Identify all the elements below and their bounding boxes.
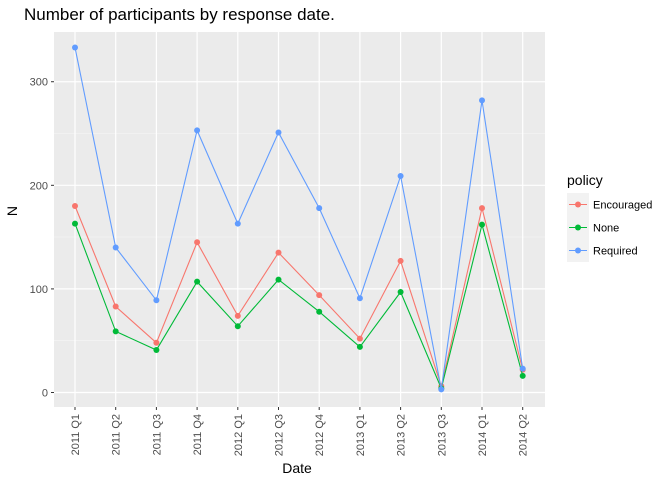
x-tick-label: 2013 Q2	[396, 414, 408, 456]
series-line	[74, 205, 524, 389]
y-axis-title: N	[4, 206, 20, 216]
legend-key-point	[575, 224, 581, 231]
data-point	[72, 203, 78, 210]
data-point	[194, 127, 201, 134]
data-point	[72, 220, 78, 227]
data-point	[356, 295, 363, 302]
legend-item-none: None	[567, 216, 619, 239]
x-tick-label: 2014 Q1	[477, 414, 489, 456]
legend-label: Encouraged	[593, 200, 652, 212]
x-axis-title: Date	[282, 460, 312, 476]
y-tick-label: 200	[30, 180, 48, 192]
data-point	[72, 44, 78, 51]
data-point	[275, 276, 282, 283]
legend-label: Required	[593, 246, 638, 258]
x-tick-label: 2011 Q4	[192, 414, 204, 455]
data-point	[397, 172, 404, 179]
data-point	[153, 347, 160, 354]
y-tick-label: 300	[30, 77, 48, 89]
plot-panel	[54, 32, 545, 407]
y-tick-label: 100	[30, 284, 48, 296]
data-point	[275, 129, 282, 136]
major-gridlines	[54, 32, 545, 407]
data-point	[153, 339, 160, 346]
data-point	[234, 312, 241, 319]
data-point	[194, 278, 201, 285]
x-axis: 2011 Q1 2011 Q2 2011 Q3 2011 Q4 2012 Q1 2012 …	[70, 407, 530, 456]
legend-item-required: Required	[567, 239, 638, 262]
series-layer	[72, 44, 526, 393]
data-point	[356, 335, 363, 342]
legend-key-point	[575, 201, 581, 208]
series-line	[74, 47, 524, 390]
data-point	[316, 205, 323, 212]
data-point	[275, 249, 282, 256]
data-point	[112, 244, 119, 251]
x-tick-label: 2012 Q3	[274, 414, 286, 456]
data-point	[479, 221, 485, 228]
data-point	[153, 297, 160, 304]
y-axis: 0 100 200 300	[30, 77, 54, 399]
x-tick-label: 2011 Q3	[151, 414, 163, 455]
legend-title: policy	[567, 172, 603, 188]
legend: policy Encouraged None Required	[567, 172, 652, 262]
x-tick-label: 2012 Q4	[314, 414, 326, 456]
legend-key-point	[575, 247, 581, 254]
legend-item-encouraged: Encouraged	[567, 193, 652, 216]
data-point	[479, 205, 485, 212]
data-point	[397, 289, 404, 296]
data-point	[479, 97, 485, 104]
chart-title: Number of participants by response date.	[24, 5, 335, 24]
data-point	[234, 323, 241, 330]
legend-label: None	[593, 223, 619, 235]
series-line	[74, 222, 524, 391]
data-point	[519, 372, 526, 379]
data-point	[194, 239, 201, 246]
x-tick-label: 2013 Q1	[355, 414, 367, 456]
data-point	[316, 292, 323, 299]
series-required	[72, 44, 526, 393]
data-point	[519, 365, 526, 372]
data-point	[112, 328, 119, 335]
x-tick-label: 2014 Q2	[518, 414, 530, 456]
data-point	[438, 386, 445, 393]
y-tick-label: 0	[42, 387, 48, 399]
data-point	[356, 343, 363, 350]
x-tick-label: 2011 Q1	[70, 414, 82, 455]
x-tick-label: 2012 Q1	[233, 414, 245, 456]
data-point	[397, 257, 404, 264]
x-tick-label: 2011 Q2	[111, 414, 123, 455]
x-tick-label: 2013 Q3	[436, 414, 448, 456]
data-point	[316, 308, 323, 315]
data-point	[112, 303, 119, 310]
data-point	[234, 220, 241, 227]
